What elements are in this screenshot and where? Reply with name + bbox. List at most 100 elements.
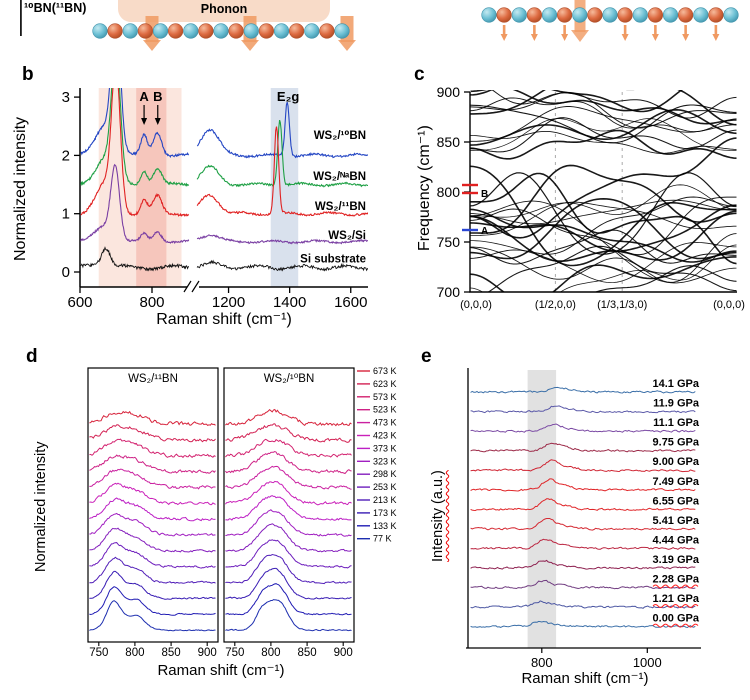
temp-trace <box>89 556 216 584</box>
temp-trace <box>89 424 216 443</box>
band <box>470 199 737 225</box>
x-tick-label: 800 <box>261 647 280 659</box>
atom <box>677 7 694 23</box>
phonon-box <box>118 0 330 22</box>
atom <box>243 23 259 39</box>
atom <box>319 23 335 39</box>
pressure-label: 2.28 GPa <box>653 574 700 586</box>
band <box>470 137 737 239</box>
x-tick-label: 1200 <box>212 294 245 311</box>
temp-trace <box>225 567 352 600</box>
x-tick-label: 600 <box>67 294 92 311</box>
phonon-arrow-head <box>571 30 589 42</box>
subpanel-title: WS₂/¹⁰BN <box>264 373 315 385</box>
temp-trace <box>225 553 352 585</box>
x-tick-label: 800 <box>139 294 164 311</box>
axis-break <box>183 280 200 293</box>
temp-trace <box>225 480 352 506</box>
marker-label: B <box>481 189 488 200</box>
atom <box>587 7 603 23</box>
band <box>470 184 737 218</box>
k-label: (0,0,0) <box>713 299 745 311</box>
series-label: WS₂/Si <box>328 230 366 242</box>
pressure-trace <box>470 442 696 453</box>
atom <box>693 7 709 23</box>
band <box>470 233 737 283</box>
band <box>470 164 737 234</box>
spectrum <box>80 88 368 188</box>
pressure-label: 3.19 GPa <box>653 554 700 566</box>
band <box>470 210 737 262</box>
peak-label: A <box>139 89 149 104</box>
temp-trace <box>225 509 352 537</box>
panel-c-chart: 700 750 800 850 900 (0,0,0) (1/2,0,0) (1/3,1/3,… <box>437 84 745 311</box>
legend-label: 373 K <box>373 443 397 453</box>
pressure-trace <box>470 459 696 473</box>
atom <box>556 7 573 23</box>
pressure-label: 11.1 GPa <box>653 417 700 429</box>
y-tick-label: 700 <box>437 284 461 300</box>
traces <box>225 408 352 632</box>
atom <box>183 23 199 39</box>
band <box>470 256 737 292</box>
band <box>470 196 737 259</box>
temp-trace <box>89 527 216 553</box>
legend-label: 623 K <box>373 379 397 389</box>
peak-label: B <box>153 89 162 104</box>
pressure-trace <box>470 620 696 629</box>
band <box>470 91 737 129</box>
y-tick-label: 3 <box>62 89 70 106</box>
traces <box>89 410 216 632</box>
atom <box>647 7 664 23</box>
temp-trace <box>225 423 352 443</box>
temp-trace <box>89 570 216 600</box>
band <box>470 172 737 255</box>
y-tick-label: 800 <box>437 184 461 200</box>
curves <box>80 88 368 272</box>
band <box>470 90 737 126</box>
spectrum <box>80 163 368 245</box>
isotope-label: ¹⁰BN(¹¹BN) <box>24 1 87 15</box>
pressure-label: 6.55 GPa <box>653 495 700 507</box>
k-label: (1/3,1/3,0) <box>597 299 647 311</box>
pressure-label: 14.1 GPa <box>653 378 700 390</box>
band <box>470 129 737 160</box>
atom <box>723 7 739 23</box>
panel-letter-d: d <box>26 346 38 367</box>
panel-a-illustration <box>20 0 739 51</box>
spellcheck-squiggle <box>652 584 699 589</box>
mini-arrow-head <box>682 34 690 41</box>
legend-label: 133 K <box>373 521 397 531</box>
pressure-trace <box>470 386 696 394</box>
atom <box>198 23 214 39</box>
band <box>470 90 737 125</box>
atom <box>168 23 184 39</box>
pressure-label: 5.41 GPa <box>653 515 700 527</box>
subpanel-title: WS₂/¹¹BN <box>128 373 178 385</box>
temp-trace <box>225 408 352 427</box>
pressure-trace <box>470 538 696 550</box>
y-tick-label: 900 <box>437 84 461 100</box>
temp-trace <box>225 539 352 569</box>
band <box>491 90 737 119</box>
y-tick-label: 0 <box>62 264 70 281</box>
atom <box>273 23 290 39</box>
band <box>470 104 737 144</box>
temp-trace <box>225 438 352 458</box>
phonon-bands <box>470 90 737 292</box>
x-tick-label: 1600 <box>334 294 367 311</box>
phonon-label: Phonon <box>200 2 248 16</box>
band <box>487 245 737 292</box>
legend: 673 K 623 K 573 K 523 K 473 K 423 K 373 K 323 K… <box>357 366 397 544</box>
atom <box>511 7 527 23</box>
atom <box>258 23 275 39</box>
legend-label: 673 K <box>373 366 397 376</box>
spellcheck-squiggle <box>652 623 699 628</box>
spellcheck-squiggle <box>652 604 699 608</box>
atom <box>228 23 244 39</box>
x-tick-label: 900 <box>198 647 217 659</box>
atom <box>572 7 588 23</box>
atom <box>526 7 543 23</box>
temp-trace <box>225 465 352 490</box>
